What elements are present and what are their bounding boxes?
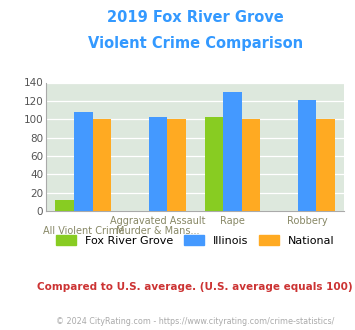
Bar bbox=[93, 119, 111, 211]
Text: 2019 Fox River Grove: 2019 Fox River Grove bbox=[107, 10, 284, 25]
Bar bbox=[167, 119, 186, 211]
Text: Rape: Rape bbox=[220, 216, 245, 226]
Bar bbox=[316, 119, 335, 211]
Text: All Violent Crime: All Violent Crime bbox=[43, 226, 124, 236]
Legend: Fox River Grove, Illinois, National: Fox River Grove, Illinois, National bbox=[51, 231, 339, 250]
Bar bbox=[55, 200, 74, 211]
Text: Robbery: Robbery bbox=[287, 216, 327, 226]
Bar bbox=[149, 117, 167, 211]
Bar bbox=[74, 112, 93, 211]
Bar bbox=[298, 100, 316, 211]
Bar bbox=[223, 92, 242, 211]
Text: © 2024 CityRating.com - https://www.cityrating.com/crime-statistics/: © 2024 CityRating.com - https://www.city… bbox=[56, 317, 334, 326]
Text: Compared to U.S. average. (U.S. average equals 100): Compared to U.S. average. (U.S. average … bbox=[37, 282, 353, 292]
Text: Aggravated Assault: Aggravated Assault bbox=[110, 216, 206, 226]
Text: Murder & Mans...: Murder & Mans... bbox=[116, 226, 200, 236]
Bar bbox=[242, 119, 261, 211]
Text: Violent Crime Comparison: Violent Crime Comparison bbox=[88, 36, 303, 51]
Bar bbox=[204, 117, 223, 211]
